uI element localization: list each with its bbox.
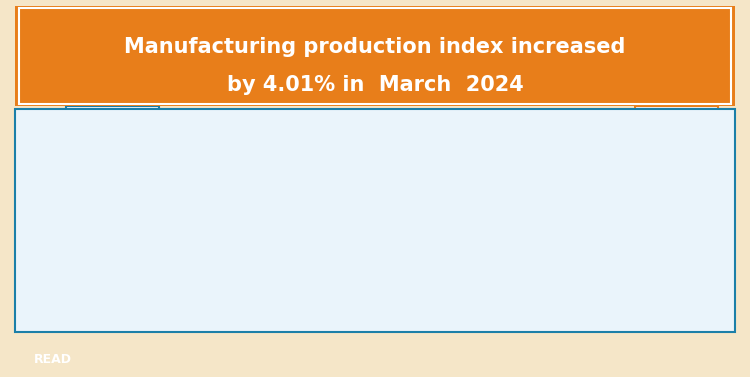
Text: READ: READ — [34, 352, 71, 366]
Bar — [128, 225, 158, 377]
FancyBboxPatch shape — [548, 302, 720, 328]
Bar — [518, 196, 548, 377]
Bar — [371, 198, 401, 377]
FancyBboxPatch shape — [60, 302, 720, 328]
Bar — [566, 199, 596, 377]
Text: YOY(%): YOY(%) — [654, 109, 700, 119]
Bar — [274, 207, 304, 377]
Bar — [663, 180, 694, 377]
FancyBboxPatch shape — [635, 106, 718, 122]
FancyBboxPatch shape — [66, 106, 159, 122]
Text: 92.49: 92.49 — [661, 167, 696, 178]
Text: 2023: 2023 — [280, 308, 315, 321]
Bar — [322, 204, 352, 377]
Text: 4.01: 4.01 — [664, 176, 692, 186]
Text: 2021=100: 2021=100 — [81, 109, 144, 119]
Bar — [420, 196, 450, 377]
Bar — [469, 193, 499, 377]
Text: Manufacturing production index increased: Manufacturing production index increased — [124, 37, 626, 57]
Bar — [176, 219, 206, 377]
Text: by 4.01% in  March  2024: by 4.01% in March 2024 — [226, 75, 524, 95]
Bar — [79, 208, 110, 377]
Text: -16.42: -16.42 — [69, 240, 110, 250]
Bar — [225, 217, 255, 377]
Bar — [615, 217, 645, 377]
Text: 88.92: 88.92 — [76, 196, 112, 205]
Text: 2024: 2024 — [616, 308, 652, 321]
